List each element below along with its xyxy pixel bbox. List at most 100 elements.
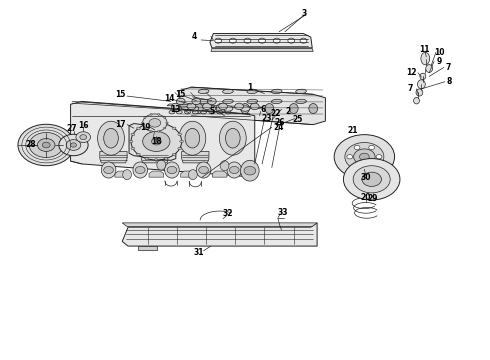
Text: 11: 11 [419,45,430,54]
Ellipse shape [144,117,146,118]
Circle shape [343,158,400,200]
Ellipse shape [193,111,198,114]
Ellipse shape [150,113,152,115]
Ellipse shape [198,89,209,94]
Circle shape [104,166,114,174]
Ellipse shape [144,129,159,148]
Circle shape [369,164,374,168]
Circle shape [229,166,239,174]
Text: 14: 14 [164,94,175,103]
Text: 21: 21 [347,126,357,135]
Text: 24: 24 [273,123,283,132]
Circle shape [76,132,91,143]
Circle shape [273,38,280,43]
Ellipse shape [169,111,175,114]
Ellipse shape [225,129,240,148]
Circle shape [59,134,88,156]
Ellipse shape [145,157,148,160]
Ellipse shape [225,111,231,114]
Ellipse shape [295,89,306,94]
Circle shape [215,38,221,43]
Ellipse shape [172,127,176,130]
Polygon shape [149,171,164,177]
Polygon shape [100,152,127,163]
Ellipse shape [101,162,116,178]
Ellipse shape [247,99,258,104]
Ellipse shape [295,99,306,104]
Circle shape [71,143,76,147]
Circle shape [219,103,227,110]
Ellipse shape [201,111,206,114]
Text: 12: 12 [406,68,417,77]
Circle shape [192,98,201,105]
Circle shape [80,135,87,140]
Ellipse shape [144,127,146,129]
Ellipse shape [179,121,206,155]
Circle shape [143,131,170,152]
Ellipse shape [206,106,216,111]
Ellipse shape [131,133,135,135]
Text: 20: 20 [361,193,371,202]
Ellipse shape [421,52,430,65]
Text: 7: 7 [446,63,451,72]
Polygon shape [181,171,196,177]
Circle shape [229,38,236,43]
Circle shape [167,166,177,174]
Circle shape [244,166,256,175]
Text: 28: 28 [25,140,36,149]
Circle shape [354,164,360,168]
Text: 25: 25 [293,116,303,125]
Text: 23: 23 [262,114,272,123]
Circle shape [207,98,216,105]
Circle shape [29,132,63,157]
Text: 31: 31 [194,248,204,257]
Ellipse shape [222,99,233,104]
Circle shape [235,103,244,110]
Text: 4: 4 [191,32,196,41]
Text: 13: 13 [171,105,181,114]
Circle shape [250,103,259,110]
Ellipse shape [137,127,140,130]
Polygon shape [122,223,317,246]
Ellipse shape [164,117,166,118]
Ellipse shape [166,122,168,123]
Ellipse shape [158,130,160,132]
Ellipse shape [137,153,140,156]
Polygon shape [182,152,209,163]
Ellipse shape [417,80,425,89]
Ellipse shape [223,106,233,111]
Circle shape [199,166,208,174]
Circle shape [187,103,196,110]
Circle shape [288,38,294,43]
Text: 9: 9 [436,57,441,66]
Ellipse shape [178,147,182,150]
Ellipse shape [150,130,152,132]
Ellipse shape [227,162,242,178]
Circle shape [149,118,161,127]
Circle shape [259,38,266,43]
Text: 6: 6 [261,105,266,114]
Polygon shape [212,171,227,177]
Polygon shape [210,33,312,48]
Ellipse shape [185,129,200,148]
Ellipse shape [98,121,124,155]
Text: 18: 18 [151,137,162,146]
Ellipse shape [122,170,131,180]
Text: 2: 2 [285,107,291,116]
Circle shape [334,135,394,179]
Ellipse shape [165,123,168,126]
Ellipse shape [133,162,147,178]
Text: 17: 17 [116,120,126,129]
Text: 15: 15 [175,90,186,99]
Circle shape [244,38,251,43]
Ellipse shape [222,89,233,94]
Polygon shape [138,246,157,249]
Circle shape [360,153,369,160]
Text: 5: 5 [209,107,215,116]
Circle shape [354,145,360,150]
Ellipse shape [420,73,426,80]
Ellipse shape [165,157,168,160]
Polygon shape [71,102,255,176]
Ellipse shape [176,111,182,114]
Polygon shape [141,152,169,163]
